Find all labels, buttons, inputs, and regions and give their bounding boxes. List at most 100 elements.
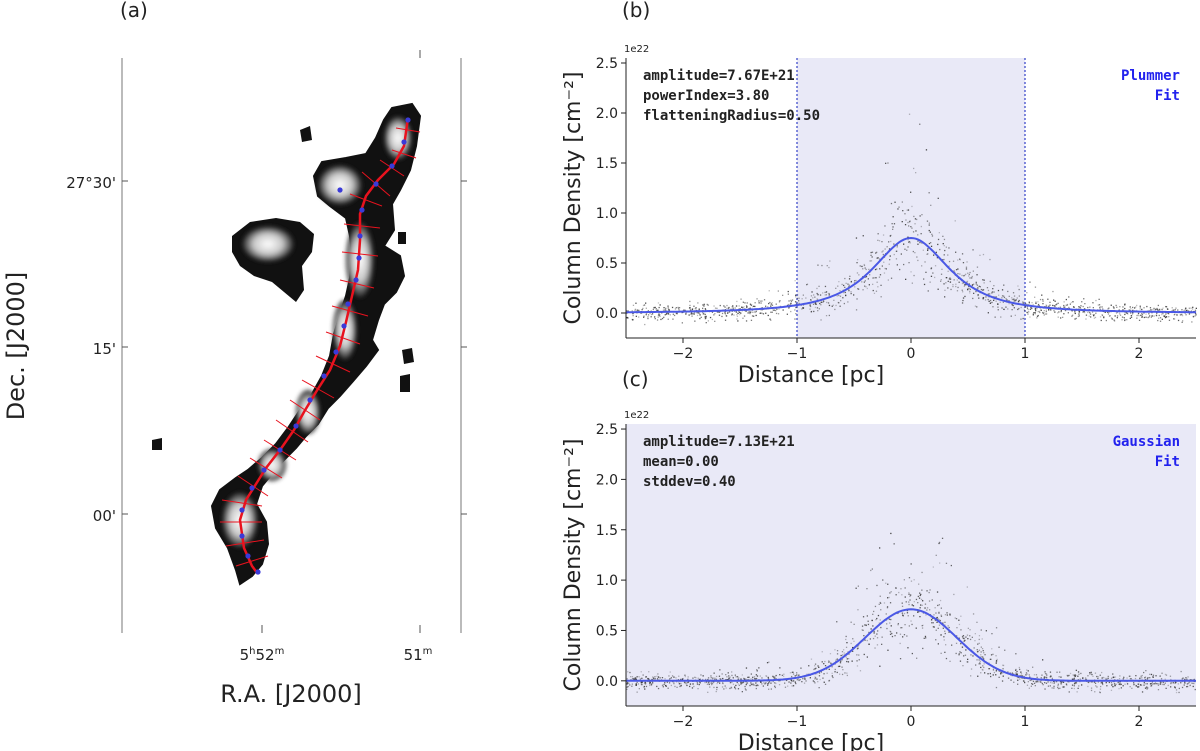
profile-point [892,226,894,228]
profile-point [919,592,921,594]
fit-parameter: flatteningRadius=0.50 [643,108,820,124]
profile-point [930,242,932,244]
profile-point [1013,307,1015,309]
profile-point [993,296,995,298]
profile-point [767,306,769,308]
profile-point [992,674,994,676]
profile-point [834,663,836,665]
profile-point [896,264,898,266]
profile-point [1015,653,1017,655]
profile-point [1060,682,1062,684]
profile-point [730,687,733,689]
profile-point [998,670,1000,672]
profile-point [968,273,970,276]
gaussian-profile-chart: (c) −2 −1 0 1 20.00.51.01.52.02.51e22Distanc… [561,367,1196,751]
profile-point [687,678,689,680]
profile-point [812,680,814,682]
profile-point [785,679,788,681]
profile-point [997,306,999,308]
profile-point [765,312,767,314]
profile-point [838,294,840,297]
profile-point [1075,317,1077,320]
profile-point [922,600,924,602]
profile-point [696,683,699,685]
profile-point [1045,304,1047,306]
profile-point [761,312,763,314]
profile-point [1041,294,1043,296]
profile-point [640,681,642,683]
profile-point [907,647,909,649]
profile-point [884,248,886,250]
profile-point [1034,313,1036,315]
profile-point [792,680,794,682]
profile-point [938,604,940,606]
profile-point [703,305,705,307]
profile-point [1046,313,1048,315]
profile-point [732,305,734,307]
profile-point [848,285,850,288]
profile-point [743,678,746,680]
profile-point [729,676,731,678]
x-axis-label: Distance [pc] [738,731,884,751]
profile-point [802,294,804,296]
profile-point [950,288,952,291]
profile-point [734,307,736,309]
profile-point [704,309,707,311]
profile-point [1150,683,1152,685]
profile-point [1063,306,1065,308]
profile-point [867,623,870,626]
profile-point [964,639,966,642]
profile-point [929,231,931,233]
profile-point [833,299,835,301]
profile-point [806,673,808,675]
profile-point [908,577,911,579]
profile-point [1114,315,1116,317]
profile-point [1078,313,1080,315]
profile-point [699,681,701,683]
profile-point [642,674,644,676]
profile-point [830,662,832,664]
profile-point [1083,310,1085,313]
profile-point [1133,684,1135,686]
profile-point [691,315,693,317]
profile-point [1153,315,1155,317]
profile-point [995,661,998,663]
profile-point [1039,298,1042,301]
profile-point [879,268,881,270]
profile-point [739,313,741,316]
profile-point [875,619,877,621]
profile-point [737,678,739,680]
profile-point [1108,307,1110,309]
profile-point [749,307,751,309]
profile-point [836,671,838,674]
profile-point [936,591,939,593]
profile-point [668,308,670,311]
profile-point [850,292,852,295]
profile-point [934,276,936,279]
profile-point [935,554,937,556]
profile-point [1151,314,1153,317]
cut-line [301,379,335,399]
profile-point [769,301,771,304]
profile-point [638,316,640,318]
profile-point [932,626,934,628]
profile-point [1083,298,1085,300]
profile-point [1186,678,1188,680]
profile-point [878,258,881,260]
profile-point [1145,316,1147,318]
profile-point [816,678,818,680]
profile-point [1133,683,1136,686]
profile-point [928,591,930,594]
profile-point [631,685,633,687]
profile-point [1153,683,1155,685]
profile-point [889,602,892,604]
profile-point [1072,314,1074,316]
profile-point [953,593,955,596]
profile-point [1068,691,1070,693]
profile-point [917,602,919,604]
profile-point [1126,312,1128,314]
profile-point [1093,681,1096,683]
profile-point [694,308,696,310]
profile-point [1082,311,1084,313]
profile-point [918,583,920,585]
